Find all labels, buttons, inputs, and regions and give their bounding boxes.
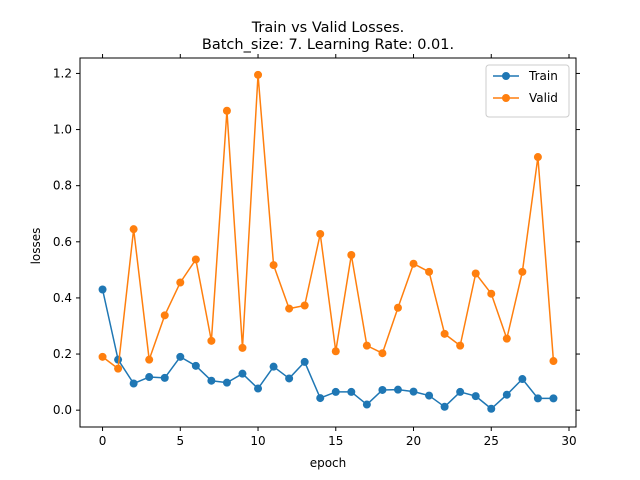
data-point-valid	[222, 106, 231, 115]
axes-frame	[79, 57, 577, 428]
data-point-valid	[191, 255, 200, 264]
data-point-train	[285, 374, 294, 383]
data-point-train	[362, 400, 371, 409]
data-point-train	[160, 373, 169, 382]
data-point-valid	[176, 278, 185, 287]
y-axis-label: losses	[29, 228, 43, 265]
data-point-valid	[378, 349, 387, 358]
data-point-valid	[347, 250, 356, 259]
data-point-valid	[331, 347, 340, 356]
data-point-train	[518, 375, 527, 384]
data-point-train	[300, 357, 309, 366]
data-point-valid	[502, 334, 511, 343]
chart-title: Train vs Valid Losses.	[251, 20, 405, 36]
x-tick-label: 5	[176, 434, 184, 448]
data-point-train	[409, 387, 418, 396]
data-point-train	[347, 387, 356, 396]
data-point-valid	[207, 336, 216, 345]
x-axis-label: epoch	[310, 456, 347, 470]
data-point-train	[316, 394, 325, 403]
data-point-train	[425, 391, 434, 400]
legend-marker-valid	[502, 94, 510, 102]
data-point-valid	[238, 343, 247, 352]
data-point-train	[254, 384, 263, 393]
x-tick-label: 0	[99, 434, 107, 448]
data-point-train	[222, 378, 231, 387]
data-point-train	[471, 392, 480, 401]
data-point-train	[269, 362, 278, 371]
legend-label-valid: Valid	[529, 91, 558, 105]
data-point-train	[191, 361, 200, 370]
plot-area: 0 5 10 15 20 25 30 0.0 0.2 0.4 0.6 0.8 1.0 1.2	[53, 54, 580, 448]
data-point-valid	[425, 267, 434, 276]
data-point-valid	[533, 153, 542, 162]
x-tick-label: 10	[250, 434, 265, 448]
y-tick-label: 0.2	[53, 347, 72, 361]
data-point-valid	[487, 289, 496, 298]
data-point-train	[393, 385, 402, 394]
data-point-train	[176, 352, 185, 361]
x-tick-label: 25	[484, 434, 499, 448]
data-point-valid	[362, 341, 371, 350]
y-tick-label: 1.0	[53, 123, 72, 137]
data-point-valid	[254, 70, 263, 79]
data-point-valid	[98, 352, 107, 361]
data-point-valid	[471, 269, 480, 278]
x-tick-label: 30	[561, 434, 576, 448]
legend: Train Valid	[485, 64, 570, 118]
data-point-train	[207, 376, 216, 385]
data-point-train	[456, 387, 465, 396]
chart-subtitle: Batch_size: 7. Learning Rate: 0.01.	[202, 37, 454, 53]
data-point-valid	[269, 261, 278, 270]
y-tick-label: 0.0	[53, 403, 72, 417]
x-tick-label: 15	[328, 434, 343, 448]
data-point-valid	[456, 341, 465, 350]
data-point-train	[114, 355, 123, 364]
y-tick-label: 1.2	[53, 66, 72, 80]
series-line-valid	[102, 74, 555, 370]
data-point-valid	[160, 311, 169, 320]
data-point-valid	[300, 301, 309, 310]
data-point-train	[378, 385, 387, 394]
legend-label-train: Train	[528, 69, 558, 83]
data-point-valid	[316, 229, 325, 238]
data-point-train	[331, 387, 340, 396]
y-tick-label: 0.6	[53, 235, 72, 249]
data-point-train	[145, 373, 154, 382]
data-point-valid	[129, 225, 138, 234]
data-point-train	[533, 394, 542, 403]
data-point-train	[549, 394, 558, 403]
legend-marker-train	[502, 72, 510, 80]
data-point-valid	[518, 267, 527, 276]
data-point-valid	[409, 259, 418, 268]
data-point-valid	[549, 357, 558, 366]
x-tick-label: 20	[406, 434, 421, 448]
data-point-train	[98, 285, 107, 294]
data-point-valid	[145, 355, 154, 364]
data-point-valid	[440, 329, 449, 338]
data-point-valid	[285, 304, 294, 313]
data-point-train	[487, 404, 496, 413]
data-point-train	[440, 402, 449, 411]
data-point-train	[238, 369, 247, 378]
y-tick-label: 0.8	[53, 179, 72, 193]
data-point-train	[129, 379, 138, 388]
data-point-valid	[393, 303, 402, 312]
data-point-train	[502, 390, 511, 399]
y-tick-label: 0.4	[53, 291, 72, 305]
data-point-valid	[114, 364, 123, 373]
